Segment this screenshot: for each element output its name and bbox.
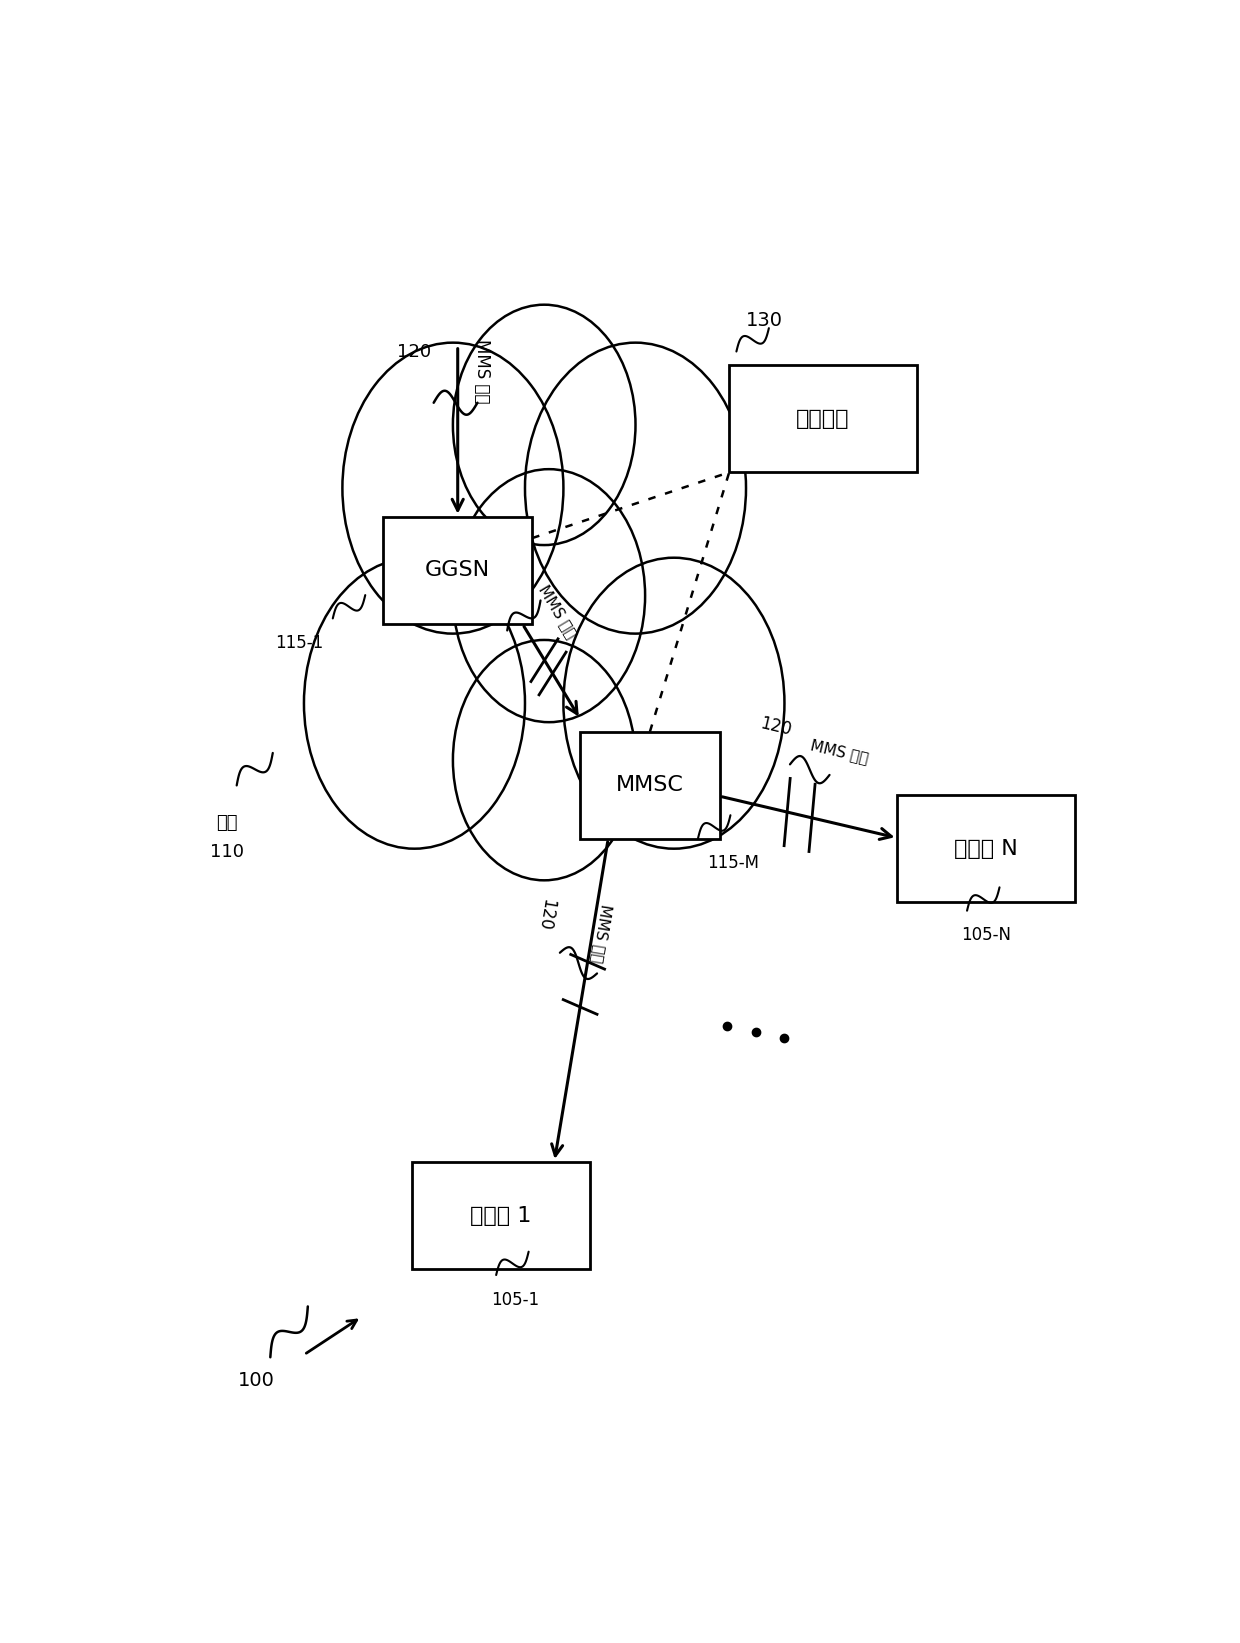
- Circle shape: [304, 557, 525, 849]
- Text: 端用户 1: 端用户 1: [470, 1206, 532, 1226]
- Text: 110: 110: [210, 843, 244, 861]
- Text: 网络: 网络: [216, 815, 238, 833]
- Text: 130: 130: [746, 311, 782, 330]
- Circle shape: [453, 639, 635, 881]
- Circle shape: [453, 470, 645, 723]
- Text: 120: 120: [477, 575, 508, 611]
- Text: 115-1: 115-1: [275, 634, 324, 652]
- Text: MMS 数据: MMS 数据: [589, 904, 613, 964]
- Bar: [580, 731, 719, 840]
- Text: 120: 120: [397, 343, 432, 361]
- Circle shape: [563, 557, 785, 849]
- Text: 120: 120: [534, 897, 557, 932]
- Circle shape: [525, 343, 746, 634]
- Text: MMS 数据: MMS 数据: [472, 338, 491, 404]
- Circle shape: [342, 343, 563, 634]
- Text: 120: 120: [758, 715, 794, 739]
- Text: 105-1: 105-1: [491, 1291, 539, 1309]
- Text: MMS 数据: MMS 数据: [536, 582, 579, 641]
- Text: 100: 100: [238, 1370, 274, 1390]
- Text: MMSC: MMSC: [616, 775, 683, 795]
- Text: MMS 数据: MMS 数据: [810, 738, 870, 766]
- Text: GGSN: GGSN: [425, 560, 490, 580]
- Circle shape: [453, 304, 635, 545]
- Text: 105-N: 105-N: [961, 927, 1012, 943]
- Bar: [383, 516, 532, 624]
- Text: 端用户 N: 端用户 N: [955, 838, 1018, 859]
- Bar: [729, 365, 916, 472]
- Text: 115-M: 115-M: [708, 854, 760, 872]
- Text: 计费系统: 计费系统: [796, 409, 849, 429]
- Bar: [412, 1162, 590, 1270]
- Bar: [898, 795, 1075, 902]
